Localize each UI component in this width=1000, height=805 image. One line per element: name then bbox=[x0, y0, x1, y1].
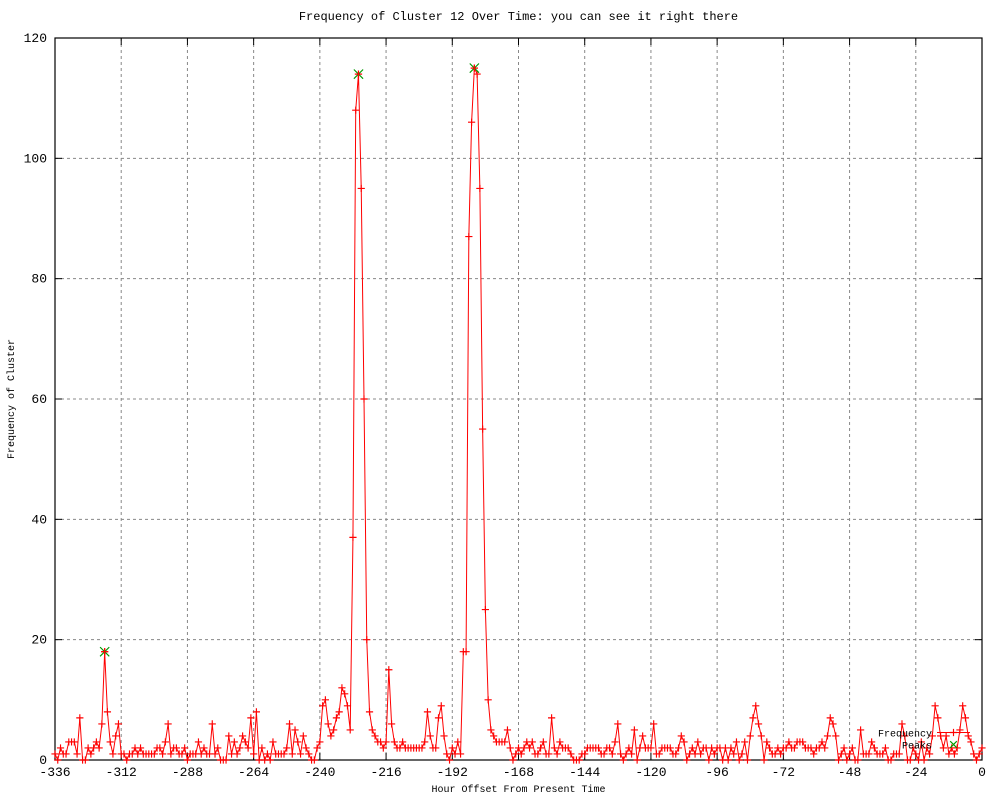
svg-text:60: 60 bbox=[31, 392, 47, 407]
svg-text:Peaks: Peaks bbox=[902, 741, 932, 753]
svg-text:100: 100 bbox=[24, 151, 47, 166]
svg-text:Frequency of Cluster: Frequency of Cluster bbox=[6, 339, 18, 459]
svg-text:-240: -240 bbox=[304, 765, 335, 780]
svg-text:-24: -24 bbox=[904, 765, 928, 780]
svg-text:40: 40 bbox=[31, 512, 47, 527]
svg-text:Frequency: Frequency bbox=[878, 730, 932, 741]
svg-text:-264: -264 bbox=[238, 765, 269, 780]
svg-text:0: 0 bbox=[39, 753, 47, 768]
svg-text:0: 0 bbox=[978, 765, 986, 780]
svg-text:-216: -216 bbox=[370, 765, 401, 780]
svg-text:-312: -312 bbox=[106, 765, 137, 780]
svg-text:120: 120 bbox=[24, 31, 47, 46]
svg-text:-72: -72 bbox=[772, 765, 795, 780]
svg-text:-96: -96 bbox=[705, 765, 728, 780]
svg-text:-48: -48 bbox=[838, 765, 861, 780]
svg-text:-120: -120 bbox=[635, 765, 666, 780]
svg-text:Frequency of Cluster 12 Over T: Frequency of Cluster 12 Over Time: you c… bbox=[299, 10, 738, 24]
svg-text:-168: -168 bbox=[503, 765, 534, 780]
svg-text:-144: -144 bbox=[569, 765, 600, 780]
svg-text:Hour Offset From Present Time: Hour Offset From Present Time bbox=[431, 784, 605, 796]
svg-text:-192: -192 bbox=[437, 765, 468, 780]
svg-text:20: 20 bbox=[31, 633, 47, 648]
svg-text:-288: -288 bbox=[172, 765, 203, 780]
svg-text:80: 80 bbox=[31, 272, 47, 287]
